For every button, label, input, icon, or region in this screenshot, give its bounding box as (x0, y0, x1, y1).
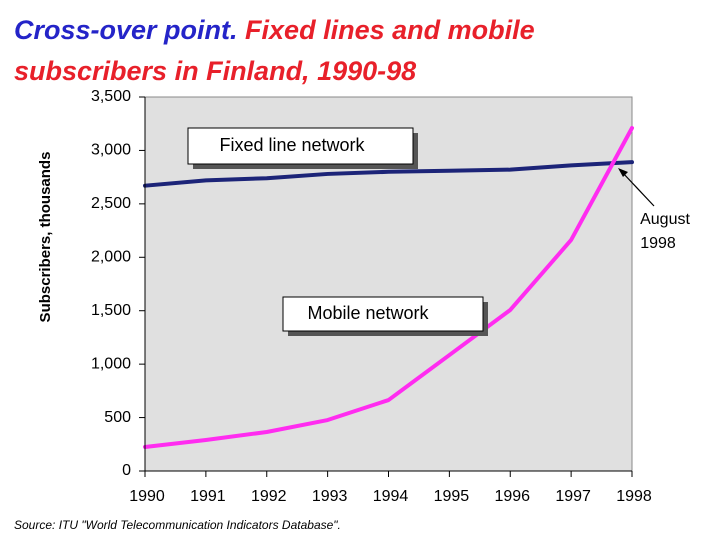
arrow-head (618, 168, 628, 177)
x-tick-label: 1990 (129, 488, 165, 505)
y-tick-label: 0 (122, 462, 131, 479)
x-tick-label: 1991 (190, 488, 226, 505)
plot (143, 125, 634, 449)
title-part: Cross-over point. (14, 15, 238, 45)
chart-title: Cross-over point. Fixed lines and mobile (14, 15, 535, 45)
x-tick-label: 1993 (312, 488, 348, 505)
y-tick-label: 2,500 (91, 195, 131, 212)
series-label: Fixed line network (219, 135, 365, 155)
y-tick-label: 3,500 (91, 88, 131, 105)
label-box (282, 296, 484, 332)
y-tick-label: 3,000 (91, 142, 131, 159)
y-tick-label: 2,000 (91, 249, 131, 266)
x-tick-label: 1996 (494, 488, 530, 505)
x-tick-label: 1992 (251, 488, 287, 505)
x-tick-label: 1994 (373, 488, 409, 505)
y-tick-label: 500 (104, 409, 131, 426)
series-line (143, 125, 634, 449)
source: Source: ITU "World Telecommunication Ind… (14, 518, 341, 532)
chart-title: subscribers in Finland, 1990-98 (14, 56, 416, 86)
y-tick-label: 1,000 (91, 355, 131, 372)
annotation-arrow (621, 171, 655, 207)
x-tick-label: 1995 (434, 488, 470, 505)
x-tick-label: 1998 (616, 488, 652, 505)
title-part: Fixed lines and mobile (245, 15, 535, 45)
series-line (143, 160, 634, 188)
series-label: Mobile network (307, 303, 429, 323)
label-box (187, 127, 414, 165)
annotation: 1998 (640, 235, 676, 252)
x-tick-label: 1997 (555, 488, 591, 505)
y-axis-label: Subscribers, thousands (37, 152, 54, 323)
y-tick-label: 1,500 (91, 302, 131, 319)
annotation: August (640, 211, 690, 228)
